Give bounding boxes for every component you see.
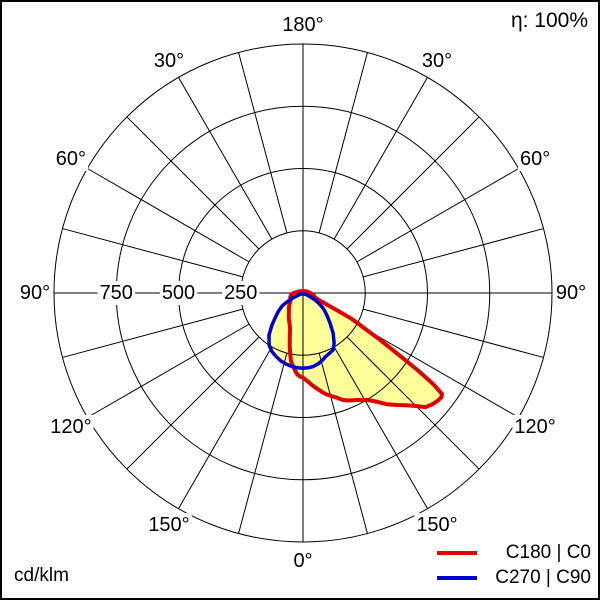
beam-fill xyxy=(269,291,442,408)
angle-label: 60° xyxy=(56,148,86,170)
grid-spoke xyxy=(318,352,368,534)
curve-c270-c90 xyxy=(267,292,336,370)
radial-label: 250 xyxy=(224,282,257,304)
angle-label-bg xyxy=(553,281,589,305)
legend-line-red xyxy=(437,551,477,555)
grid-spoke xyxy=(333,77,428,240)
angle-label: 150° xyxy=(148,514,189,536)
legend: C180 | C0 C270 | C90 xyxy=(437,542,591,589)
grid-spoke xyxy=(87,323,250,418)
angle-label: 120° xyxy=(514,416,555,438)
grid-spoke xyxy=(333,346,428,509)
angle-label: 150° xyxy=(416,514,457,536)
legend-line-blue xyxy=(437,576,477,580)
angle-label-bg xyxy=(517,147,553,171)
grid-spoke xyxy=(62,308,244,358)
grid-spoke xyxy=(126,116,260,250)
grid-spoke xyxy=(126,336,260,470)
grid-spoke xyxy=(346,116,480,250)
angle-label-bg xyxy=(291,549,315,573)
angle-label: 120° xyxy=(50,416,91,438)
angle-label: 90° xyxy=(20,282,50,304)
angle-label-bg xyxy=(146,513,192,538)
angle-label: 30° xyxy=(422,50,452,72)
grid-spoke xyxy=(238,352,288,534)
grid-spoke xyxy=(356,168,519,263)
grid-spoke xyxy=(178,346,273,509)
radial-label-bg xyxy=(97,281,135,305)
grid-spoke xyxy=(62,228,244,278)
curve-c180-c0 xyxy=(286,289,444,410)
angle-label: 90° xyxy=(556,282,586,304)
grid-spoke xyxy=(87,168,250,263)
grid-spoke xyxy=(362,308,544,358)
grid-spoke xyxy=(178,77,273,240)
legend-row-c90: C270 | C90 xyxy=(437,567,591,589)
grid-spoke xyxy=(238,52,288,234)
grid-spoke xyxy=(356,323,519,418)
angle-label-bg xyxy=(53,147,89,171)
radial-label-bg xyxy=(159,281,198,305)
angle-label-bg xyxy=(48,415,94,439)
radial-label-bg xyxy=(222,281,260,305)
angle-label-bg xyxy=(17,281,53,305)
angle-label-bg xyxy=(419,48,455,73)
angle-label-bg xyxy=(512,415,558,439)
angle-label: 60° xyxy=(520,148,550,170)
unit-label: cd/klm xyxy=(14,565,69,586)
grid-spoke xyxy=(362,228,544,278)
angle-label-bg xyxy=(151,48,187,73)
legend-label-c90: C270 | C90 xyxy=(495,567,591,588)
radial-label: 750 xyxy=(100,282,133,304)
angle-label: 180° xyxy=(282,14,323,36)
legend-row-c0: C180 | C0 xyxy=(437,542,591,564)
angle-label: 30° xyxy=(154,50,184,72)
legend-label-c0: C180 | C0 xyxy=(505,542,591,563)
grid-spoke xyxy=(346,336,480,470)
angle-label-bg xyxy=(280,13,326,37)
angle-label-bg xyxy=(414,513,460,538)
angle-label: 0° xyxy=(293,550,312,572)
efficiency-label: η: 100% xyxy=(510,9,588,32)
grid-spoke xyxy=(318,52,368,234)
radial-label: 500 xyxy=(162,282,195,304)
